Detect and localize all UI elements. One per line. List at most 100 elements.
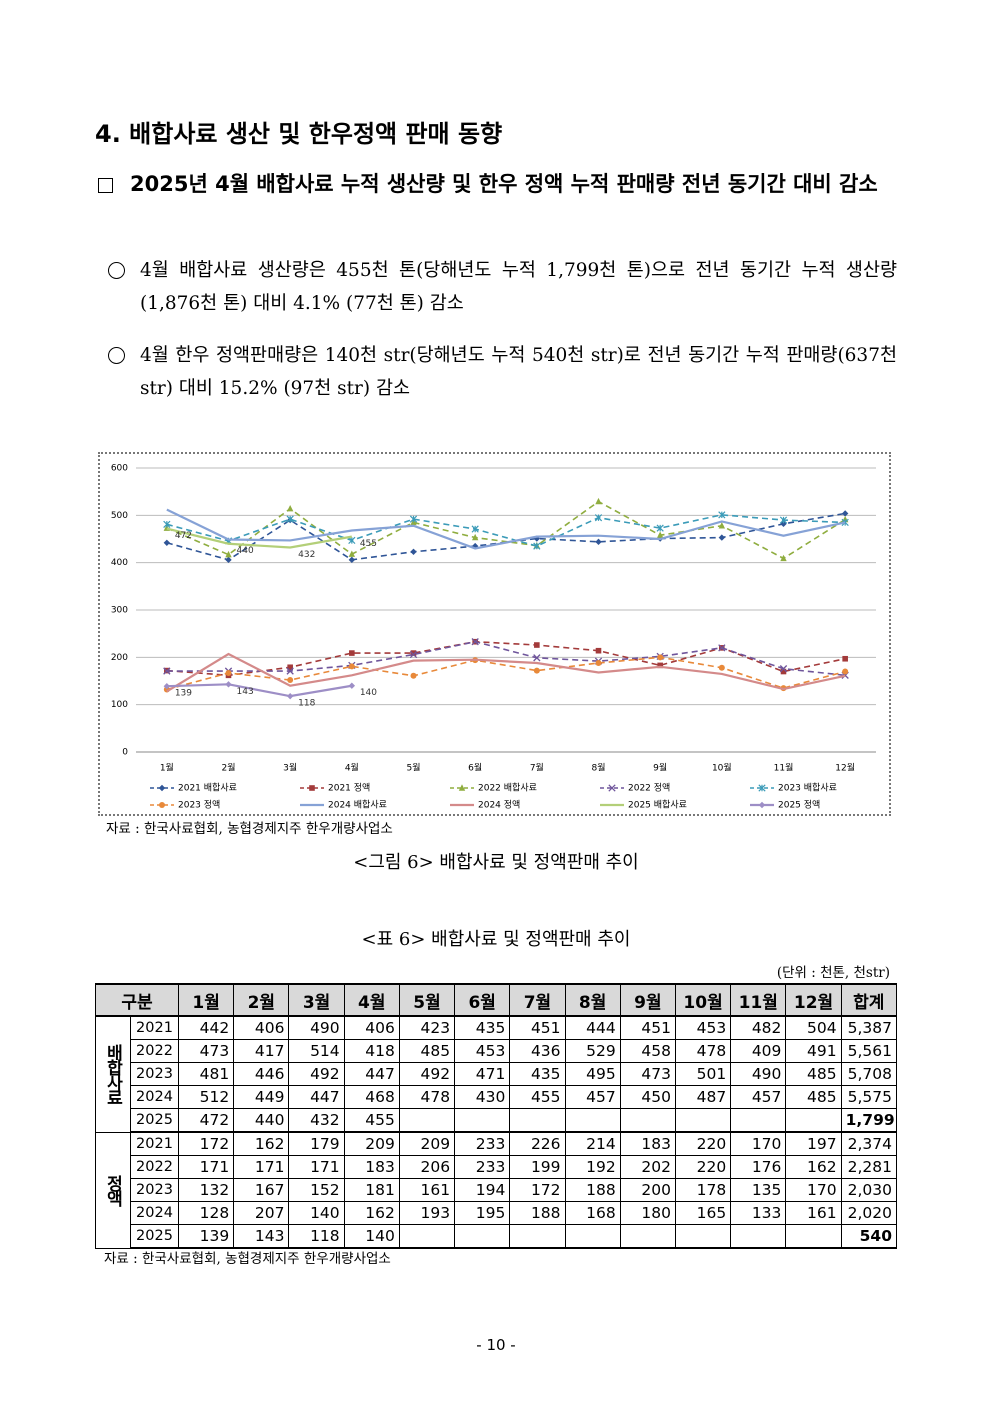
table-cell: 2,281: [840, 1155, 898, 1179]
table-cell: 457: [730, 1085, 787, 1109]
table-cell: 193: [398, 1201, 456, 1225]
table-cell: 457: [564, 1085, 621, 1109]
bullet-text: 4월 배합사료 생산량은 455천 톤(당해년도 누적 1,799천 톤)으로 …: [140, 260, 897, 314]
square-bullet: [98, 178, 113, 193]
table-cell: 2021: [130, 1131, 179, 1156]
header-cell: 8월: [564, 983, 621, 1017]
table-row: 2025 472 440 432 455 1,799: [96, 1108, 898, 1133]
table-cell: 195: [454, 1201, 511, 1225]
table-source: 자료 : 한국사료협회, 농협경제지주 한우개량사업소: [104, 1251, 391, 1267]
table-row: 2022 473 417 514 418 485 453 436 529 458 478 409 491…: [96, 1039, 898, 1063]
table-cell: 188: [564, 1178, 621, 1202]
header-cell: 9월: [619, 983, 676, 1017]
header-cell: 구분: [95, 983, 179, 1017]
header-cell: 합계: [840, 983, 898, 1017]
table-cell: 183: [619, 1131, 676, 1156]
header-cell: 12월: [785, 983, 842, 1017]
table-row: 2024 512 449 447 468 478 430 455 457 450 487 457 485…: [96, 1085, 898, 1109]
empty-cell: [785, 1108, 842, 1133]
table-cell: 2023: [130, 1178, 179, 1202]
table-cell: 171: [288, 1155, 345, 1179]
table-cell: 161: [785, 1201, 842, 1225]
table-cell: 207: [233, 1201, 290, 1225]
table-cell: 143: [233, 1224, 290, 1249]
table-cell: 197: [785, 1131, 842, 1156]
table-cell: 442: [177, 1015, 235, 1040]
empty-cell: [730, 1224, 787, 1249]
table-cell: 2,020: [840, 1201, 898, 1225]
table-cell: 418: [343, 1039, 400, 1063]
table-cell: 233: [454, 1155, 511, 1179]
figure-caption: <그림 6> 배합사료 및 정액판매 추이: [353, 852, 639, 873]
table-cell: 451: [509, 1015, 566, 1040]
table-cell: 514: [288, 1039, 345, 1063]
empty-cell: [509, 1108, 566, 1133]
table-cell: 435: [454, 1015, 511, 1040]
table-cell: 436: [509, 1039, 566, 1063]
table-cell: 5,708: [840, 1062, 898, 1086]
table-row: 2023 481 446 492 447 492 471 435 495 473 501 490 485…: [96, 1062, 898, 1086]
table-cell: 455: [509, 1085, 566, 1109]
table-cell: 417: [233, 1039, 290, 1063]
table-cell: 178: [674, 1178, 732, 1202]
table-cell: 2022: [130, 1039, 179, 1063]
table-cell: 478: [398, 1085, 456, 1109]
table-cell: 220: [674, 1131, 732, 1156]
table-cell: 165: [674, 1201, 732, 1225]
header-cell: 4월: [343, 983, 400, 1017]
table-cell: 512: [177, 1085, 235, 1109]
table-cell: 188: [509, 1201, 566, 1225]
empty-cell: [674, 1224, 732, 1249]
table-cell: 170: [730, 1131, 787, 1156]
table-cell: 226: [509, 1131, 566, 1156]
table-cell: 501: [674, 1062, 732, 1086]
table-cell: 5,575: [840, 1085, 898, 1109]
table-cell: 492: [398, 1062, 456, 1086]
table-cell: 170: [785, 1178, 842, 1202]
table-cell: 423: [398, 1015, 456, 1040]
table-cell: 214: [564, 1131, 621, 1156]
table-cell: 447: [288, 1085, 345, 1109]
table-cell: 495: [564, 1062, 621, 1086]
page-number: - 10 -: [476, 1336, 516, 1354]
table-cell: 200: [619, 1178, 676, 1202]
header-cell: 7월: [509, 983, 566, 1017]
header-cell: 5월: [398, 983, 456, 1017]
table-cell: 161: [398, 1178, 456, 1202]
table-cell: 471: [454, 1062, 511, 1086]
table-cell: 2022: [130, 1155, 179, 1179]
table-cell: 202: [619, 1155, 676, 1179]
header-cell: 3월: [288, 983, 345, 1017]
table-cell: 194: [454, 1178, 511, 1202]
table-cell: 540: [840, 1224, 898, 1249]
table-cell: 478: [674, 1039, 732, 1063]
table-cell: 482: [730, 1015, 787, 1040]
table-row: 2023 132 167 152 181 161 194 172 188 200 178 135 170…: [96, 1178, 898, 1202]
data-table: 구분 1월 2월 3월 4월 5월 6월 7월 8월 9월 10월 11월 12월 합계 배합사료 2021 4…: [95, 983, 898, 1249]
table-cell: 183: [343, 1155, 400, 1179]
table-cell: 449: [233, 1085, 290, 1109]
table-cell: 135: [730, 1178, 787, 1202]
table-cell: 406: [233, 1015, 290, 1040]
empty-cell: [619, 1224, 676, 1249]
table-cell: 209: [398, 1131, 456, 1156]
table-cell: 504: [785, 1015, 842, 1040]
header-cell: 6월: [454, 983, 511, 1017]
empty-cell: [454, 1108, 511, 1133]
empty-cell: [398, 1224, 456, 1249]
table-cell: 133: [730, 1201, 787, 1225]
table-row: 2025 139 143 118 140 540: [96, 1224, 898, 1249]
table-cell: 167: [233, 1178, 290, 1202]
table-cell: 487: [674, 1085, 732, 1109]
table-cell: 2,030: [840, 1178, 898, 1202]
table-cell: 140: [343, 1224, 400, 1249]
table-cell: 485: [398, 1039, 456, 1063]
table-cell: 233: [454, 1131, 511, 1156]
table-cell: 490: [288, 1015, 345, 1040]
table-cell: 473: [177, 1039, 235, 1063]
empty-cell: [509, 1224, 566, 1249]
table-cell: 453: [674, 1015, 732, 1040]
table-row: 2024 128 207 140 162 193 195 188 168 180 165 133 161…: [96, 1201, 898, 1225]
table-cell: 444: [564, 1015, 621, 1040]
